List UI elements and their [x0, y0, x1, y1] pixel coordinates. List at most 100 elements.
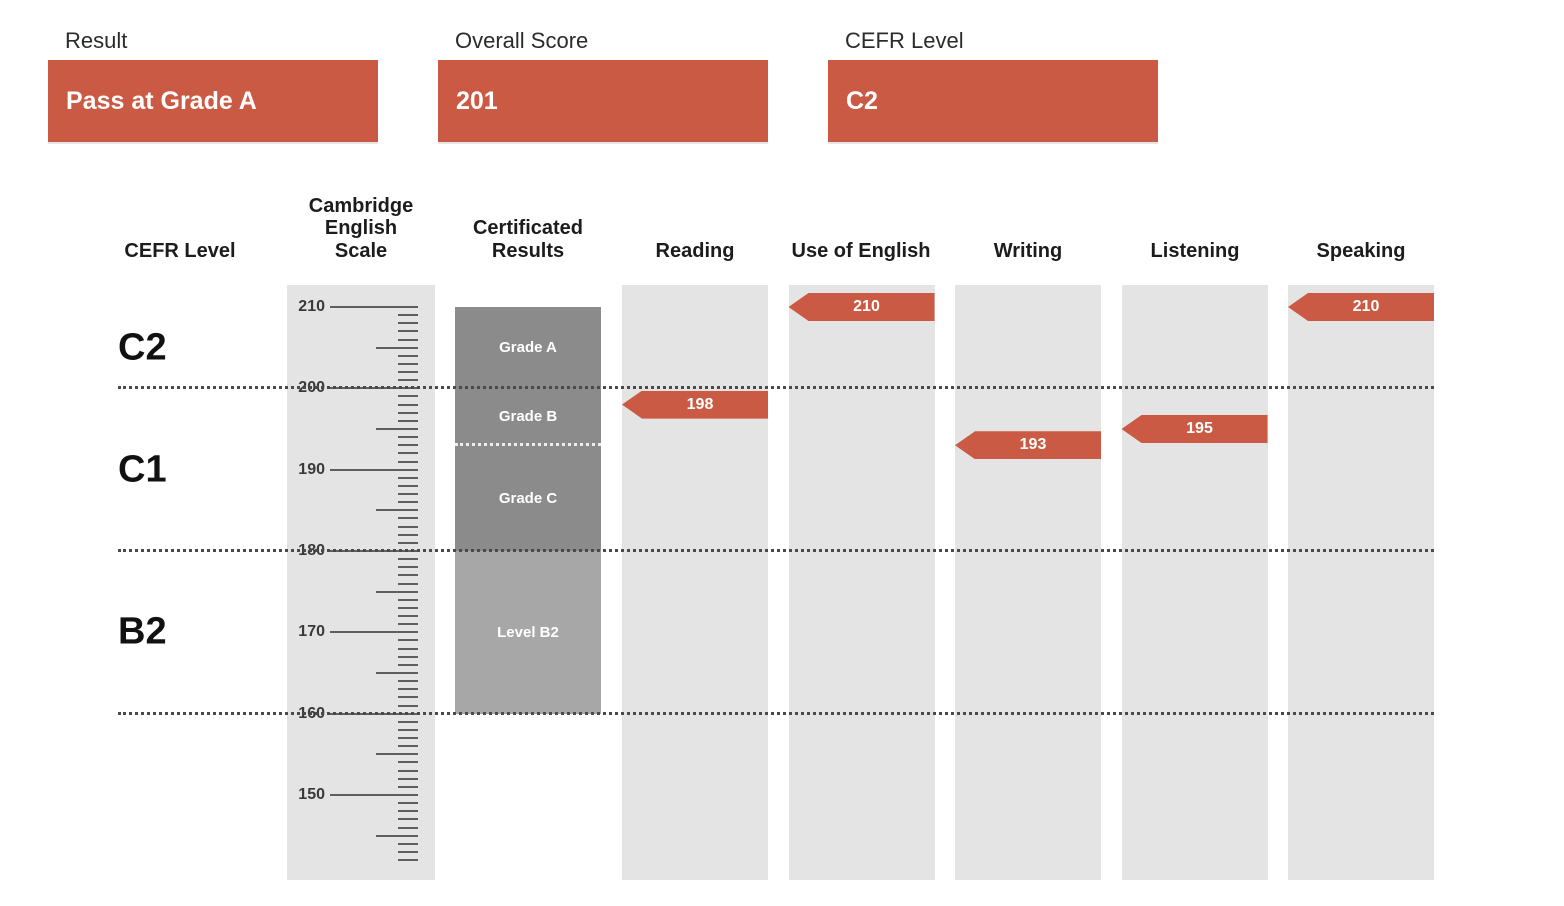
column-header: Listening [1150, 239, 1240, 262]
scale-tick [398, 501, 418, 504]
scale-tick [398, 598, 418, 601]
scale-tick [398, 379, 418, 382]
scale-tick [398, 354, 418, 357]
cefr-boundary-line [118, 548, 1434, 552]
scale-tick [398, 720, 418, 723]
scale-tick [376, 753, 418, 756]
score-marker-listening: 195 [1121, 414, 1268, 443]
scale-tick [398, 818, 418, 821]
skill-column-reading [622, 285, 768, 880]
scale-tick [398, 444, 418, 447]
scale-tick [398, 330, 418, 333]
score-marker-reading: 198 [622, 390, 768, 419]
scale-tick [398, 704, 418, 707]
scale-tick [398, 403, 418, 406]
scale-tick [398, 647, 418, 650]
scale-tick [330, 631, 418, 634]
scale-tick [398, 362, 418, 365]
scale-tick [376, 590, 418, 593]
column-header: Speaking [1316, 239, 1406, 262]
column-header: Cambridge English Scale [308, 194, 414, 262]
scale-tick [376, 671, 418, 674]
scale-tick [398, 322, 418, 325]
scale-tick [398, 411, 418, 414]
scale-tick [330, 468, 418, 471]
scale-tick [398, 761, 418, 764]
scale-tick [398, 696, 418, 699]
scale-tick [398, 769, 418, 772]
overall-score-value-box: 201 [438, 60, 768, 142]
skill-column-speaking [1288, 285, 1434, 880]
scale-tick-label: 210 [298, 298, 325, 315]
scale-tick [398, 802, 418, 805]
scale-tick [398, 615, 418, 618]
scale-column-band [287, 285, 435, 880]
scale-tick [398, 606, 418, 609]
column-header: Use of English [791, 239, 931, 262]
scale-tick [398, 452, 418, 455]
skill-column-writing [955, 285, 1101, 880]
scale-tick [398, 460, 418, 463]
score-marker-speaking: 210 [1288, 293, 1434, 321]
scale-tick [398, 525, 418, 528]
scale-tick [398, 785, 418, 788]
skill-column-listening [1121, 285, 1268, 880]
overall-score-label: Overall Score [455, 28, 589, 53]
scale-tick [398, 541, 418, 544]
scale-tick [398, 777, 418, 780]
grade-box: Level B2 [455, 550, 601, 714]
scale-tick [376, 427, 418, 430]
scale-tick [398, 842, 418, 845]
grade-box: Grade A [455, 307, 601, 389]
scale-tick-label: 170 [298, 623, 325, 641]
scale-tick [398, 566, 418, 569]
score-marker-writing: 193 [955, 431, 1101, 460]
scale-tick [398, 395, 418, 398]
scale-tick [398, 476, 418, 479]
scale-tick [398, 371, 418, 374]
scale-tick [398, 582, 418, 585]
scale-tick [398, 493, 418, 496]
scale-tick [398, 850, 418, 853]
column-header: Certificated Results [472, 217, 584, 262]
scale-tick [398, 688, 418, 691]
result-value-box: Pass at Grade A [48, 60, 378, 142]
scale-tick [398, 558, 418, 561]
cefr-boundary-line [118, 711, 1434, 715]
score-marker-use-of-english: 210 [788, 293, 935, 321]
scale-tick [398, 745, 418, 748]
scale-tick [398, 574, 418, 577]
scale-tick [376, 346, 418, 349]
scale-tick [398, 680, 418, 683]
result-label: Result [65, 28, 128, 53]
scale-tick [398, 826, 418, 829]
scale-tick [398, 314, 418, 317]
scale-tick [398, 655, 418, 658]
cefr-level-label: CEFR Level [845, 28, 964, 53]
scale-tick [398, 663, 418, 666]
scale-tick [398, 859, 418, 862]
scale-tick [330, 306, 418, 308]
scale-tick-label: 150 [298, 785, 325, 803]
scale-tick-label: 190 [298, 460, 325, 478]
scale-tick [398, 810, 418, 813]
scale-tick [376, 834, 418, 837]
scale-tick [398, 484, 418, 487]
cefr-level-value-box: C2 [828, 60, 1158, 142]
cefr-band-label-c1: C1 [118, 448, 167, 491]
column-header: CEFR Level [124, 239, 236, 262]
scale-tick [398, 419, 418, 422]
scale-tick [398, 533, 418, 536]
scale-tick [398, 639, 418, 642]
cefr-band-label-b2: B2 [118, 610, 167, 653]
scale-tick [398, 623, 418, 626]
grade-box: Grade B [455, 388, 601, 446]
grade-box: Grade C [455, 445, 601, 551]
cefr-band-label-c2: C2 [118, 326, 167, 369]
cefr-boundary-line [118, 386, 1434, 390]
scale-tick [376, 509, 418, 512]
skill-column-use-of-english [788, 285, 935, 880]
column-header: Writing [993, 239, 1063, 262]
scale-tick [398, 436, 418, 439]
